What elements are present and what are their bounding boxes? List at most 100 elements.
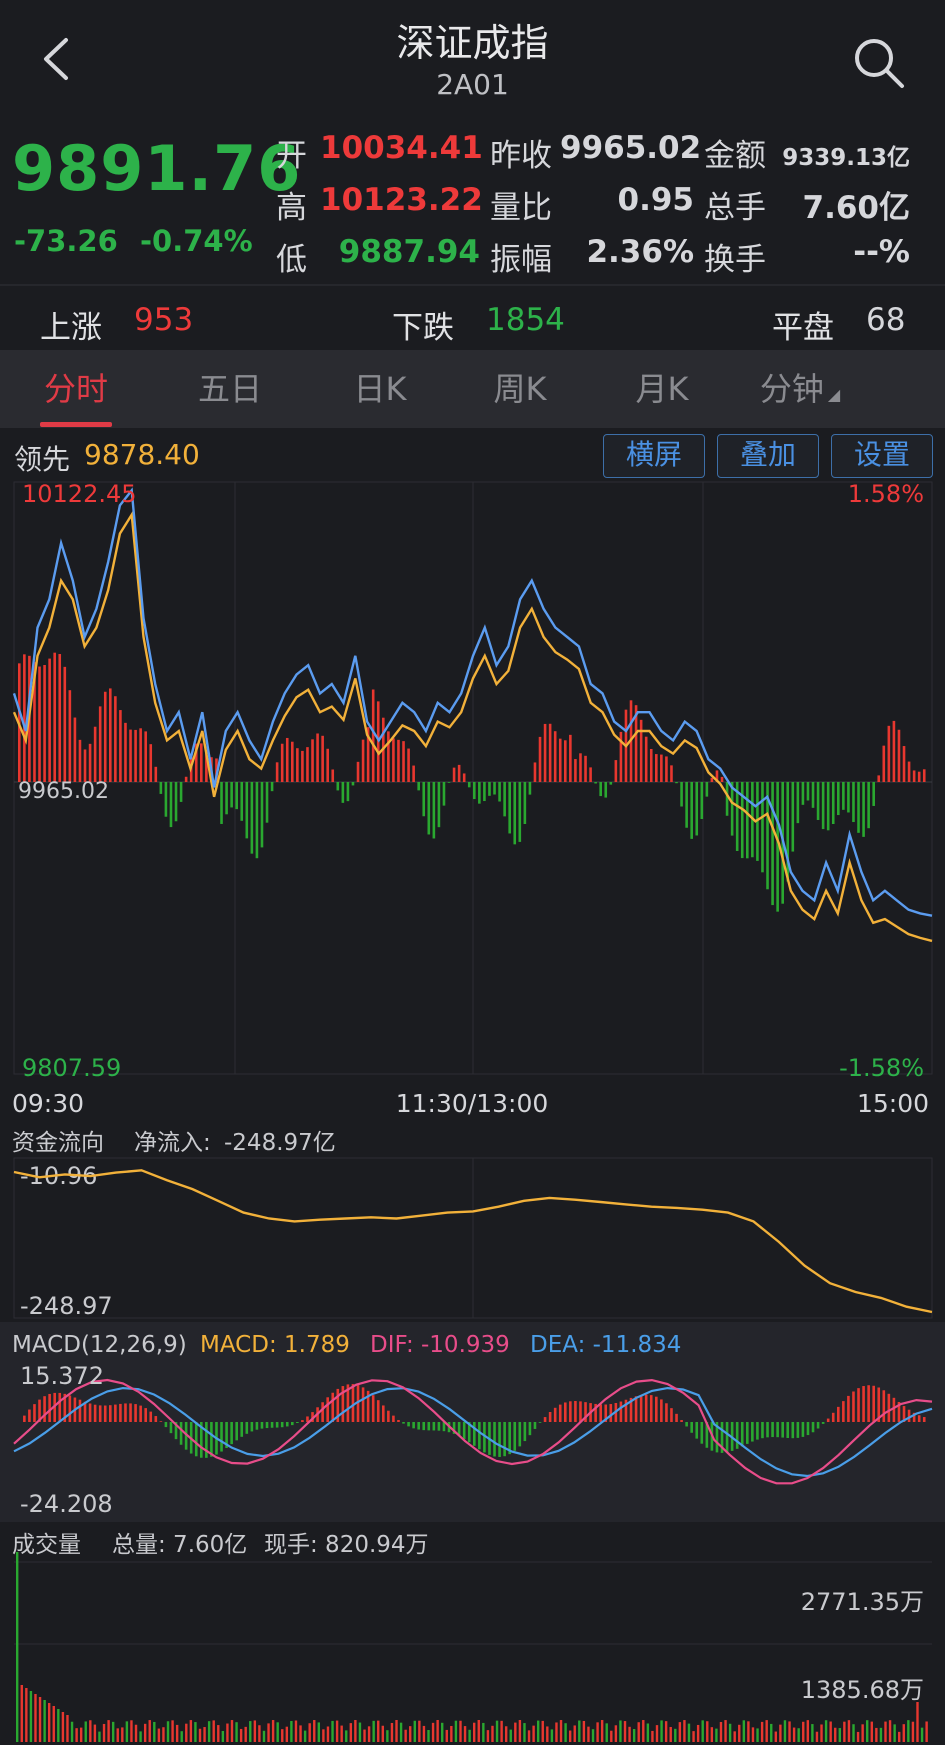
volume-bar (331, 1720, 334, 1742)
volume-bar (477, 1720, 480, 1742)
volume-bar (600, 1720, 604, 1742)
macd-title: MACD(12,26,9) (12, 1332, 187, 1358)
landscape-button[interactable]: 横屏 (603, 434, 705, 478)
settings-button[interactable]: 设置 (831, 434, 933, 478)
volume-bar (413, 1720, 416, 1742)
sentiment-bar-down (685, 782, 688, 828)
macd-bar-down (771, 1422, 774, 1438)
intraday-chart[interactable]: 10122.45 1.58% 9965.02 9807.59 -1.58% 09… (0, 480, 945, 1120)
macd-bar-up (144, 1408, 147, 1422)
sentiment-bar-down (680, 782, 683, 807)
sentiment-bar-up (73, 717, 77, 782)
macd-bar-up (114, 1404, 117, 1422)
volume-bar (143, 1723, 147, 1742)
tab-daily-k[interactable]: 日K (353, 370, 407, 408)
macd-bar-up (361, 1387, 365, 1422)
sentiment-bar-up (462, 773, 466, 782)
price-change: -73.26 (14, 224, 118, 258)
macd-bar-down (538, 1422, 542, 1423)
overlay-button[interactable]: 叠加 (717, 434, 819, 478)
macd-bar-down (296, 1422, 299, 1424)
volume-bar (354, 1720, 357, 1742)
macd-bar-down (740, 1422, 744, 1447)
volume-bar (207, 1721, 211, 1742)
tab-five-day[interactable]: 五日 (197, 370, 262, 408)
volume-bar (623, 1721, 627, 1742)
volume-bar (47, 1703, 51, 1742)
volume-bar (253, 1720, 257, 1742)
sentiment-bar-down (427, 782, 431, 835)
sentiment-bar-up (922, 769, 926, 782)
volume-bar (614, 1725, 618, 1742)
macd-bar-down (493, 1422, 496, 1457)
sentiment-bar-up (205, 750, 208, 782)
sentiment-bar-up (584, 755, 587, 782)
volume-bar (523, 1723, 526, 1742)
sentiment-bar-up (280, 743, 284, 782)
macd-bar-up (376, 1400, 380, 1422)
sentiment-bar-down (852, 782, 855, 823)
tab-intraday[interactable]: 分时 (43, 370, 108, 408)
y-high-label: 10122.45 (22, 480, 137, 508)
volume-bar (779, 1724, 782, 1742)
low-label: 低 (276, 242, 307, 278)
back-chevron-icon[interactable] (36, 34, 76, 84)
volume-bar (843, 1721, 846, 1742)
volume-bar (486, 1730, 490, 1742)
macd-bar-down (437, 1422, 441, 1431)
macd-bar-up (670, 1408, 673, 1422)
tab-monthly-k[interactable]: 月K (635, 370, 689, 408)
macd-bar-up (584, 1402, 587, 1422)
tab-minute[interactable]: 分钟 ◢ (730, 350, 870, 428)
volume-bar (345, 1730, 348, 1742)
sentiment-bar-down (700, 782, 704, 820)
dea-value-label: DEA: -11.834 (530, 1332, 681, 1358)
sentiment-bar-down (483, 782, 486, 802)
price-line (12, 487, 933, 917)
sentiment-bar-up (68, 690, 72, 782)
volume-bar (802, 1721, 805, 1742)
volume-bar (834, 1727, 837, 1742)
volume-bar (770, 1723, 773, 1742)
macd-bar-down (533, 1422, 537, 1429)
macd-bar-up (58, 1392, 62, 1422)
macd-bar-down (240, 1422, 244, 1437)
macd-bar-up (548, 1411, 552, 1422)
sentiment-bar-up (194, 743, 198, 782)
volume-bar (920, 1727, 924, 1742)
macd-bar-up (93, 1404, 97, 1422)
volume-bar (271, 1720, 275, 1742)
macd-bar-up (159, 1421, 163, 1422)
volume-bar (25, 1688, 28, 1742)
sentiment-bar-down (796, 782, 800, 824)
macd-bar-up (331, 1392, 335, 1422)
volume-bar (664, 1721, 668, 1742)
volume-bar (281, 1729, 284, 1742)
sentiment-bar-down (230, 782, 233, 808)
sentiment-bar-down (816, 782, 820, 820)
sentiment-bar-up (634, 705, 638, 782)
macd-bar-down (407, 1422, 410, 1427)
macd-bar-down (720, 1422, 724, 1453)
sentiment-bar-down (705, 782, 709, 797)
macd-bar-down (184, 1422, 188, 1450)
sentiment-bar-down (437, 782, 441, 828)
macd-bar-up (356, 1385, 360, 1422)
volume-bar (427, 1729, 430, 1742)
chart-grid (13, 481, 933, 1075)
search-icon[interactable] (850, 34, 906, 90)
volume-bar (728, 1723, 732, 1742)
volume-bar (390, 1722, 394, 1742)
macd-bar-down (402, 1422, 405, 1424)
volume-bar (249, 1721, 252, 1742)
volume-bar (308, 1723, 311, 1742)
macd-bar-up (922, 1417, 926, 1422)
macd-bar-up (346, 1384, 350, 1422)
tab-weekly-k[interactable]: 周K (493, 370, 547, 408)
sentiment-bar-down (594, 782, 597, 784)
volume-bar (751, 1727, 755, 1742)
macd-bar-up (579, 1401, 582, 1422)
macd-bar-up (68, 1395, 72, 1422)
volume-bar (171, 1720, 174, 1742)
volume-bar (820, 1724, 823, 1742)
